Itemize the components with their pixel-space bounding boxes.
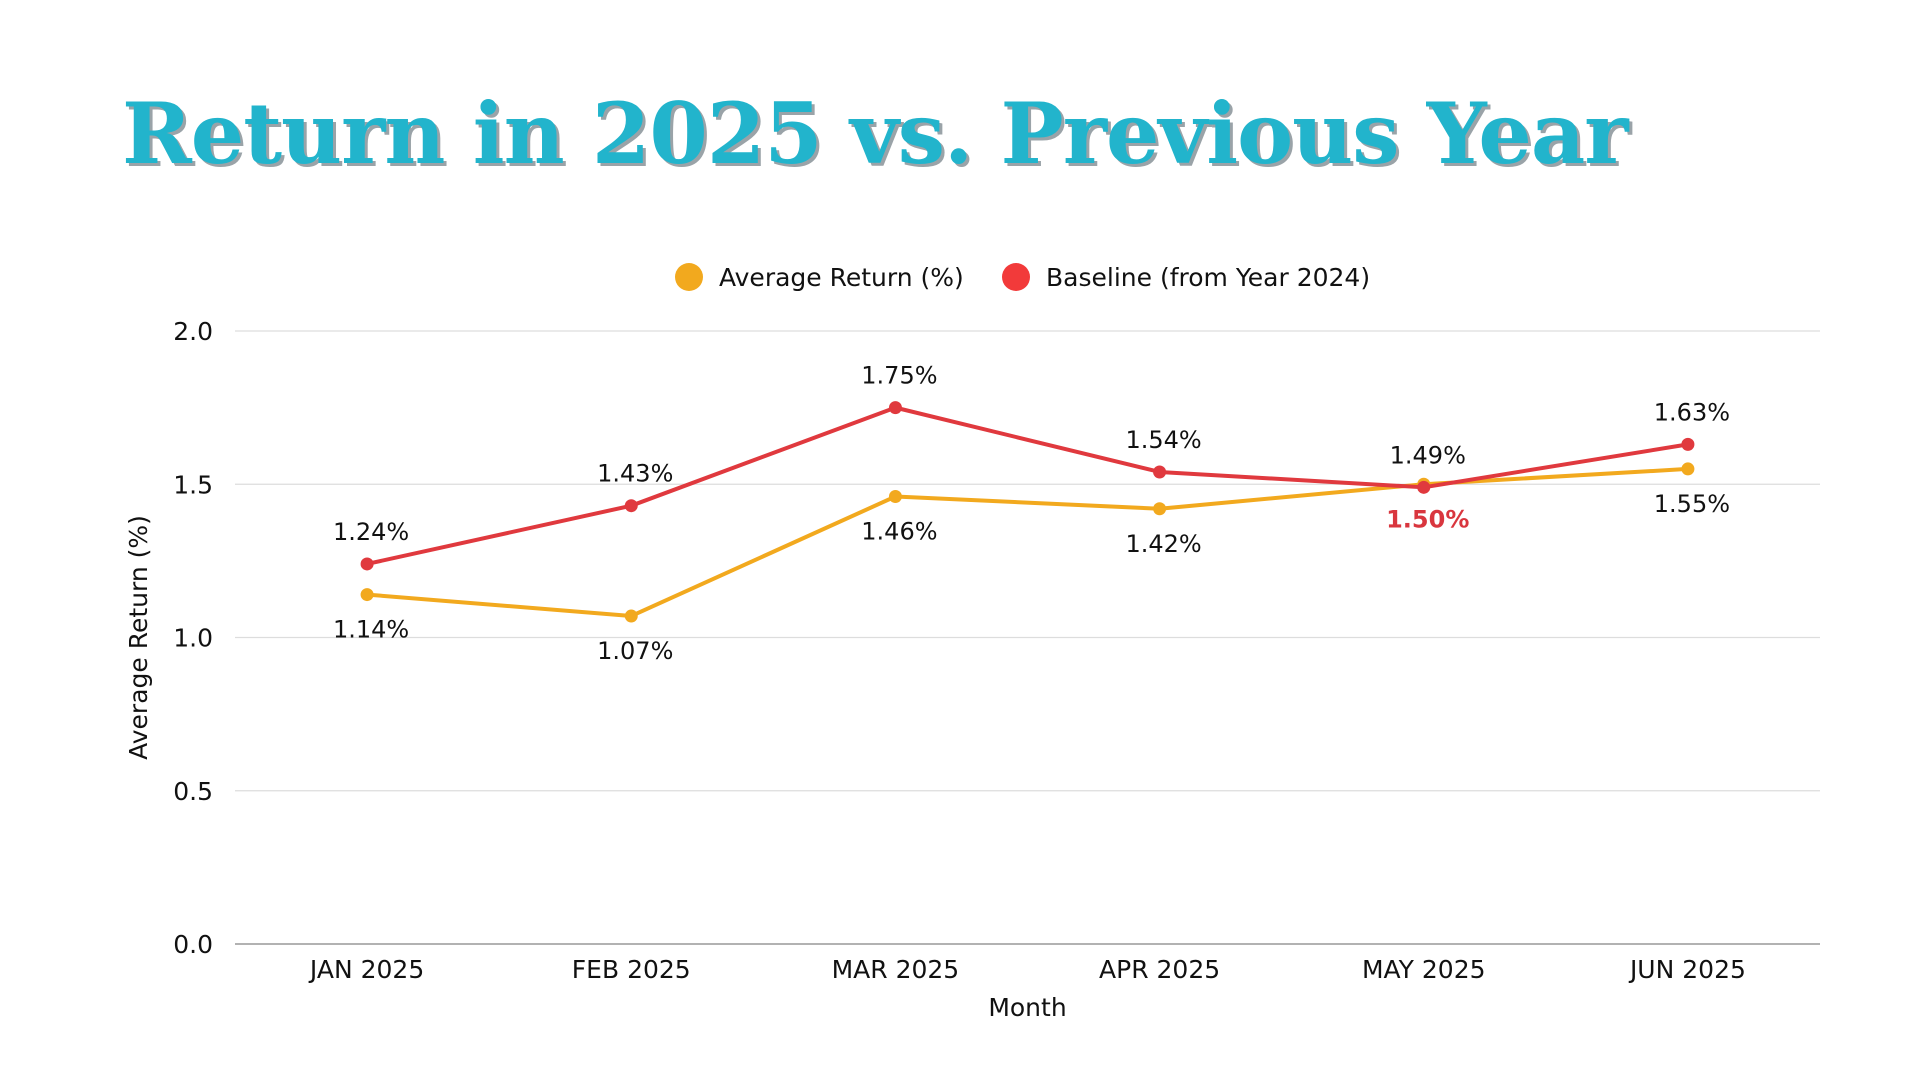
- legend-item[interactable]: Baseline (from Year 2024): [1002, 263, 1370, 292]
- data-label: 1.63%: [1654, 398, 1730, 426]
- y-tick-label: 2.0: [173, 317, 213, 346]
- data-point[interactable]: [360, 557, 374, 571]
- y-axis-title: Average Return (%): [124, 515, 153, 760]
- x-tick-label: JAN 2025: [308, 955, 424, 984]
- data-point[interactable]: [888, 401, 902, 415]
- data-point[interactable]: [624, 499, 638, 513]
- data-label: 1.14%: [333, 616, 409, 644]
- data-label: 1.42%: [1125, 530, 1201, 558]
- y-tick-label: 0.5: [173, 777, 213, 806]
- data-label: 1.07%: [597, 637, 673, 665]
- legend-label: Average Return (%): [719, 263, 964, 292]
- series-line: [365, 466, 1690, 619]
- data-label: 1.54%: [1125, 426, 1201, 454]
- x-axis: JAN 2025 FEB 2025 MAR 2025 APR 2025 MAY 2025…: [308, 955, 1746, 984]
- x-tick-label: MAY 2025: [1362, 955, 1486, 984]
- data-point[interactable]: [360, 588, 374, 602]
- data-label: 1.75%: [861, 362, 937, 390]
- data-point[interactable]: [1417, 480, 1431, 494]
- data-point[interactable]: [624, 609, 638, 623]
- y-tick-label: 1.0: [173, 624, 213, 653]
- data-label: 1.46%: [861, 518, 937, 546]
- data-point[interactable]: [1681, 462, 1695, 476]
- legend-marker: [675, 263, 703, 291]
- data-point[interactable]: [1681, 437, 1695, 451]
- series-group: [360, 401, 1695, 623]
- legend-marker: [1002, 263, 1030, 291]
- x-axis-title: Month: [988, 993, 1066, 1022]
- x-tick-label: JUN 2025: [1628, 955, 1746, 984]
- data-label: 1.43%: [597, 460, 673, 488]
- y-axis: 0.0 0.5 1.0 1.5 2.0: [173, 317, 213, 959]
- x-tick-label: FEB 2025: [572, 955, 691, 984]
- data-label: 1.49%: [1390, 441, 1466, 469]
- data-point[interactable]: [1153, 465, 1167, 479]
- data-labels: 1.14% 1.07% 1.46% 1.42% 1.50% 1.55% 1.24% 1.43%…: [333, 362, 1730, 665]
- y-tick-label: 0.0: [173, 930, 213, 959]
- series-line: [365, 405, 1690, 566]
- legend: Average Return (%) Baseline (from Year 20…: [675, 263, 1370, 292]
- data-point[interactable]: [1153, 502, 1167, 516]
- series-average-return: [360, 462, 1695, 623]
- data-label: 1.24%: [333, 518, 409, 546]
- series-baseline: [360, 401, 1695, 571]
- data-point[interactable]: [888, 490, 902, 504]
- x-tick-label: APR 2025: [1099, 955, 1220, 984]
- data-label: 1.55%: [1654, 490, 1730, 518]
- y-tick-label: 1.5: [173, 470, 213, 499]
- gridlines: [235, 330, 1820, 945]
- legend-label: Baseline (from Year 2024): [1046, 263, 1370, 292]
- data-label: 1.50%: [1386, 505, 1469, 533]
- chart-title: Return in 2025 vs. Previous Year: [122, 84, 1629, 183]
- legend-item[interactable]: Average Return (%): [675, 263, 964, 292]
- x-tick-label: MAR 2025: [832, 955, 960, 984]
